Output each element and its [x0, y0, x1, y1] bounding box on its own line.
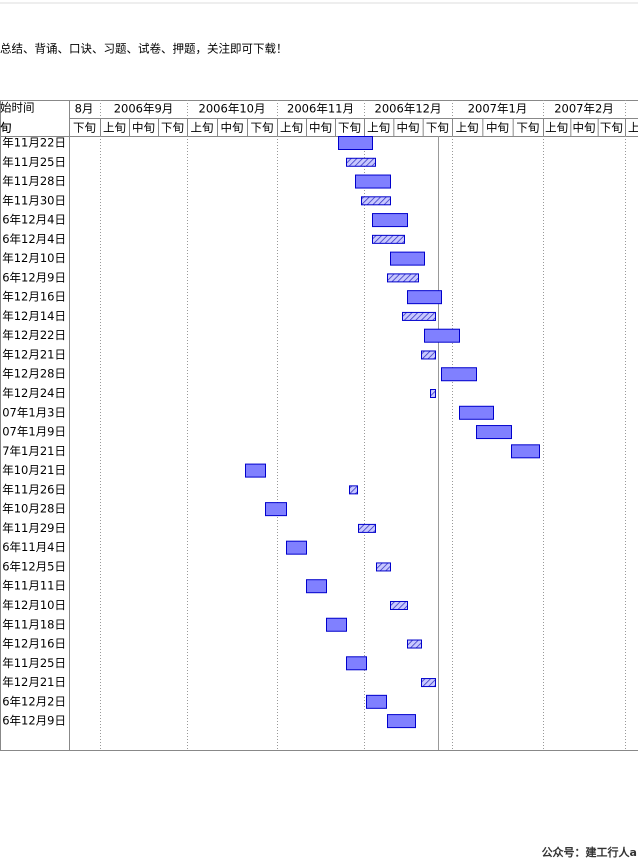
row-start-date: 年12月16日 — [2, 637, 66, 651]
period-label: 下旬 — [516, 121, 539, 135]
row-start-date: 年11月22日 — [2, 136, 66, 150]
task-bar — [339, 137, 373, 150]
task-bar — [512, 445, 540, 458]
period-label: 上旬 — [191, 121, 214, 135]
period-label: 中旬 — [221, 121, 244, 135]
row-start-date: 6年12月9日 — [2, 270, 66, 284]
period-label: 下旬 — [73, 121, 96, 135]
row-start-date: 年12月24日 — [2, 386, 66, 400]
task-bar — [442, 368, 477, 381]
period-label: 中旬 — [309, 121, 332, 135]
progress-bar — [403, 312, 436, 320]
notice: 总结、背诵、口诀、习题、试卷、押题，关注即可下载！ — [0, 42, 288, 56]
table-border — [1, 101, 638, 751]
progress-bar — [347, 158, 376, 166]
month-label: 2006年10月 — [199, 102, 266, 116]
row-start-date: 年11月29日 — [2, 521, 66, 535]
progress-bar — [350, 486, 358, 494]
start-header: 始时间 — [0, 101, 35, 115]
task-bar — [347, 657, 367, 670]
progress-bar — [422, 351, 436, 359]
row-start-date: 6年12月9日 — [2, 714, 66, 728]
task-bar — [425, 329, 460, 342]
row-start-date: 年11月25日 — [2, 656, 66, 670]
period-label: 下旬 — [600, 121, 623, 135]
progress-bar — [377, 563, 391, 571]
task-bar — [356, 175, 391, 188]
row-start-date: 年12月16日 — [2, 290, 66, 304]
month-label: 2007年2月 — [554, 102, 614, 116]
task-bar — [373, 214, 408, 227]
period-label: 中旬 — [132, 121, 155, 135]
period-label: 下旬 — [0, 121, 12, 135]
row-start-date: 07年1月3日 — [2, 405, 66, 419]
row-start-date: 年11月28日 — [2, 174, 66, 188]
progress-bar — [373, 235, 405, 243]
month-label: 2006年9月 — [114, 102, 174, 116]
row-start-date: 年10月21日 — [2, 463, 66, 477]
gantt-table: 始时间 8月 2006年9月 2006年10月 2006年11月 2006年12月 200… — [0, 100, 638, 751]
row-start-date: 7年1月21日 — [2, 444, 66, 458]
row-start-date: 年12月10日 — [2, 251, 66, 265]
task-bar — [388, 715, 416, 728]
period-label: 上旬 — [103, 121, 126, 135]
period-label: 中旬 — [486, 121, 509, 135]
task-bar — [391, 252, 425, 265]
month-label: 8月 — [75, 102, 94, 116]
period-label: 上旬 — [280, 121, 303, 135]
period-label: 上旬 — [628, 121, 638, 135]
period-label: 上旬 — [456, 121, 479, 135]
progress-bar — [408, 640, 422, 648]
task-bar — [246, 464, 266, 477]
row-start-date: 年12月14日 — [2, 309, 66, 323]
task-bar — [460, 406, 494, 419]
row-start-date: 年12月22日 — [2, 328, 66, 342]
progress-bar — [362, 197, 391, 205]
period-label: 下旬 — [338, 121, 361, 135]
period-label: 中旬 — [397, 121, 420, 135]
progress-bar — [359, 524, 376, 532]
task-bar — [266, 503, 287, 516]
row-start-date: 6年12月4日 — [2, 213, 66, 227]
period-label: 下旬 — [161, 121, 184, 135]
row-start-date: 年11月11日 — [2, 579, 66, 593]
task-bar — [287, 541, 307, 554]
row-start-date: 年12月21日 — [2, 675, 66, 689]
row-start-date: 年12月10日 — [2, 598, 66, 612]
task-bar — [477, 426, 512, 439]
task-bar — [408, 291, 442, 304]
row-start-date: 年12月28日 — [2, 367, 66, 381]
task-bar — [307, 580, 327, 593]
period-label: 下旬 — [426, 121, 449, 135]
row-start-date: 6年12月4日 — [2, 232, 66, 246]
row-start-date: 6年12月2日 — [2, 694, 66, 708]
period-label: 上旬 — [545, 121, 568, 135]
progress-bar — [422, 679, 436, 687]
progress-bar — [388, 274, 419, 282]
period-label: 中旬 — [573, 121, 596, 135]
progress-bar — [431, 390, 436, 398]
row-start-date: 6年11月4日 — [2, 540, 66, 554]
row-start-date: 年11月18日 — [2, 617, 66, 631]
task-bar — [367, 695, 387, 708]
period-label: 上旬 — [367, 121, 390, 135]
period-label: 下旬 — [251, 121, 274, 135]
month-label: 2006年12月 — [375, 102, 442, 116]
month-label: 2007年1月 — [468, 102, 528, 116]
footer: 公众号：建工行人a — [542, 845, 637, 859]
row-start-date: 年11月25日 — [2, 155, 66, 169]
row-start-date: 6年12月5日 — [2, 559, 66, 573]
row-start-date: 年10月28日 — [2, 502, 66, 516]
task-bar — [327, 618, 347, 631]
row-start-date: 07年1月9日 — [2, 425, 66, 439]
progress-bar — [391, 601, 408, 609]
month-label: 2006年11月 — [287, 102, 354, 116]
row-start-date: 年11月26日 — [2, 482, 66, 496]
row-start-date: 年11月30日 — [2, 193, 66, 207]
row-start-date: 年12月21日 — [2, 347, 66, 361]
